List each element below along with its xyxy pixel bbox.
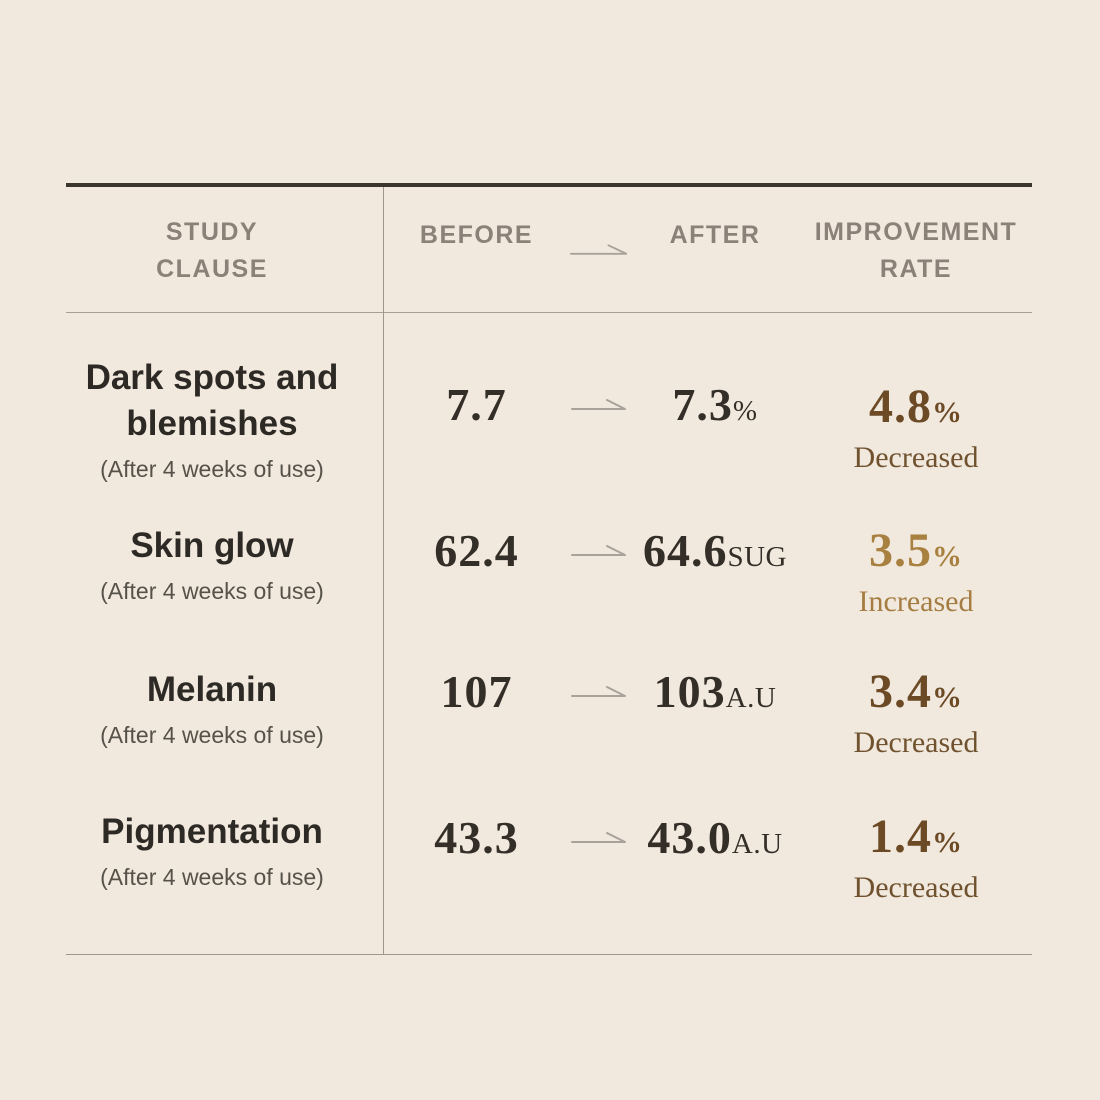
row-label-cell: Skin glow (After 4 weeks of use) [66, 498, 383, 606]
before-value-cell: 62.4 [383, 498, 570, 580]
header-improvement-line2: RATE [879, 255, 953, 283]
before-value: 43.3 [434, 812, 519, 863]
improvement-cell: 1.4% Decreased [800, 784, 1032, 905]
table-top-rule [66, 183, 1032, 187]
improvement-unit: % [932, 681, 963, 714]
before-value: 107 [440, 666, 513, 717]
row-sublabel: (After 4 weeks of use) [100, 722, 324, 748]
before-value-cell: 7.7 [383, 313, 570, 434]
table-row-pigmentation: Pigmentation (After 4 weeks of use) 43.3… [66, 784, 1032, 955]
header-study-line2: CLAUSE [156, 255, 268, 283]
improvement-value: 3.4% [869, 665, 963, 718]
improvement-unit: % [932, 826, 963, 859]
before-value-cell: 107 [383, 641, 570, 721]
after-value-cell: 64.6SUG [630, 498, 800, 580]
header-improvement-line1: IMPROVEMENT [814, 218, 1018, 246]
improvement-direction: Increased [858, 585, 974, 618]
improvement-unit: % [932, 540, 963, 573]
improvement-cell: 3.4% Decreased [800, 641, 1032, 760]
after-unit: A.U [725, 682, 777, 714]
after-value-cell: 43.0A.U [630, 784, 800, 867]
improvement-direction: Decreased [853, 441, 979, 474]
arrow-icon [570, 313, 630, 414]
after-unit: A.U [731, 828, 783, 860]
after-value: 103 [653, 666, 726, 717]
header-improvement-rate: IMPROVEMENT RATE [800, 187, 1032, 312]
after-value-cell: 7.3% [630, 313, 800, 434]
improvement-direction: Decreased [853, 726, 979, 759]
after-value: 43.0 [647, 812, 732, 863]
improvement-unit: % [932, 396, 963, 429]
row-label: Melanin [146, 670, 278, 709]
header-after: AFTER [669, 221, 761, 249]
arrow-icon [570, 784, 630, 847]
improvement-cell: 4.8% Decreased [800, 313, 1032, 475]
after-value: 7.3 [672, 379, 733, 430]
improvement-value: 1.4% [869, 810, 963, 863]
header-before: BEFORE [419, 221, 534, 249]
results-table: STUDY CLAUSE BEFORE AFTER IMPROVEMENT RA… [66, 183, 1032, 955]
before-value: 62.4 [434, 525, 519, 576]
header-study-clause: STUDY CLAUSE [66, 187, 383, 312]
after-value-cell: 103A.U [630, 641, 800, 721]
row-label: Skin glow [130, 526, 294, 565]
improvement-value: 4.8% [869, 380, 963, 433]
row-sublabel: (After 4 weeks of use) [100, 456, 324, 482]
arrow-icon [570, 641, 630, 701]
improvement-cell: 3.5% Increased [800, 498, 1032, 619]
column-divider [383, 187, 384, 955]
row-sublabel: (After 4 weeks of use) [100, 864, 324, 890]
row-label-cell: Melanin (After 4 weeks of use) [66, 641, 383, 750]
row-label-cell: Pigmentation (After 4 weeks of use) [66, 784, 383, 892]
table-row-dark-spots: Dark spots and blemishes (After 4 weeks … [66, 313, 1032, 498]
table-row-melanin: Melanin (After 4 weeks of use) 107 103A.… [66, 641, 1032, 784]
table-header: STUDY CLAUSE BEFORE AFTER IMPROVEMENT RA… [66, 187, 1032, 313]
after-unit: SUG [727, 541, 787, 573]
table-row-skin-glow: Skin glow (After 4 weeks of use) 62.4 64… [66, 498, 1032, 641]
after-value: 64.6 [642, 525, 728, 576]
row-label: Pigmentation [101, 812, 323, 851]
improvement-value: 3.5% [869, 524, 963, 577]
row-label-cell: Dark spots and blemishes (After 4 weeks … [66, 313, 383, 484]
after-unit: % [732, 395, 758, 427]
before-value: 7.7 [446, 379, 507, 430]
arrow-icon [570, 498, 630, 560]
header-arrow-icon [570, 187, 630, 312]
row-sublabel: (After 4 weeks of use) [100, 578, 324, 604]
before-value-cell: 43.3 [383, 784, 570, 867]
header-study-line1: STUDY [165, 218, 259, 246]
improvement-direction: Decreased [853, 871, 979, 904]
row-label: Dark spots and blemishes [85, 358, 339, 443]
